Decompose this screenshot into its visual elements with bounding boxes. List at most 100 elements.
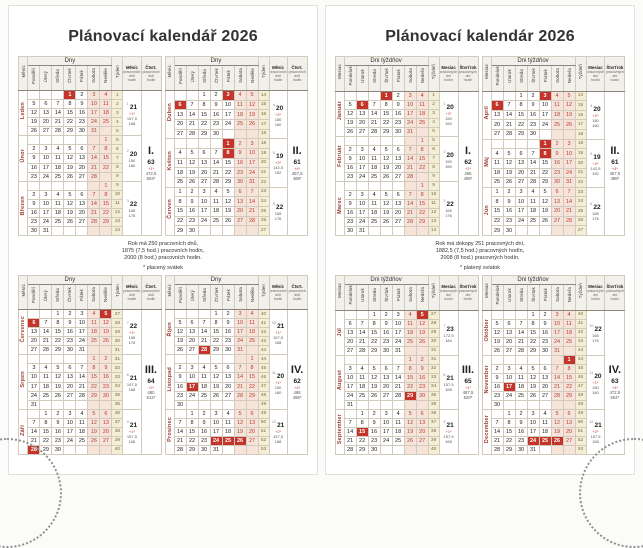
day-cell: 10 (39, 198, 53, 209)
day-cell: 27 (233, 215, 247, 227)
day-cell: 13 (343, 327, 357, 338)
day-cell: 18 (197, 381, 211, 392)
day-cell (562, 399, 576, 410)
working-hours-label: hodín (444, 297, 453, 302)
month-days-row: 921 (440, 419, 457, 429)
day-cell: 24 (355, 216, 369, 227)
day-cell: 22 (51, 336, 65, 347)
week-number-cell: 28 (111, 318, 124, 329)
week-number-cell: 49 (257, 399, 270, 410)
day-cell: 10 (550, 318, 564, 329)
week-column-header: Týden (111, 56, 124, 91)
month-hours-7-5: 157,5 (273, 434, 284, 440)
day-cell: 19 (343, 117, 357, 128)
day-cell: 8 (415, 144, 429, 155)
quarter-label: III. (461, 364, 475, 377)
day-cell (538, 225, 552, 236)
day-cell: 29 (221, 176, 235, 188)
day-cell (51, 180, 65, 191)
day-cell: 12 (538, 196, 552, 208)
day-cell: 23 (233, 167, 247, 178)
day-cell: 13 (233, 196, 247, 207)
week-number-cell: 1 (111, 89, 124, 101)
day-cell: 4 (99, 89, 113, 101)
day-cell: 28 (490, 444, 504, 456)
week-row: 6 7 8 9 10 11 12 15 (165, 99, 307, 111)
day-cell: 10 (538, 100, 552, 111)
day-cell: 13 (415, 417, 429, 428)
week-number-cell: 35 (111, 390, 124, 401)
quarter-summary-header: Čtvrt. pracovních dnů hodin (140, 56, 162, 91)
day-cell: 14 (514, 327, 528, 338)
working-hours-label: hodín (610, 78, 620, 83)
table-header: Měsíc Dny Týden Měsíc pracovních dnů hodin Čtv… (164, 56, 308, 91)
day-cell: 24 (538, 119, 552, 131)
day-cell: 14 (185, 109, 199, 120)
day-cell: 14 (39, 327, 53, 338)
week-column-label: Týden (114, 64, 120, 78)
day-cell: 18 (355, 381, 369, 392)
day-cell: 3 (514, 186, 528, 198)
day-cell: 13 (550, 196, 564, 208)
day-cell: 11 (173, 157, 187, 169)
day-cell: 18 (562, 327, 576, 338)
week-row: 3 4 5 6 7 8 9 32 (19, 363, 161, 374)
day-cell: 30 (63, 345, 77, 356)
day-cell: 22 (99, 207, 113, 218)
quarter-working-days: 63 (611, 378, 619, 386)
day-cell (51, 135, 65, 146)
day-cell: 11 (197, 372, 211, 383)
day-cell: 9 (550, 148, 564, 159)
day-cell: 28 (526, 177, 540, 188)
month-number: 8 (126, 373, 129, 377)
day-cell: 1 (415, 180, 429, 191)
month-name-cell: Březen (18, 180, 29, 237)
day-name-label: Čtvrtek (213, 67, 219, 83)
month-summary-header: Měsíc pracovních dnů hodin (122, 56, 142, 91)
day-cell: 24 (185, 390, 199, 401)
day-cell: 12 (27, 108, 41, 119)
year-summary-line: 2008 (8 hod.) pracovných hodín. (440, 255, 520, 261)
day-cell (379, 399, 393, 410)
day-cell: 21 (343, 435, 357, 446)
week-column-header: Týden (257, 56, 270, 91)
day-name-header: Pondělí (27, 284, 41, 310)
day-name-header: Pátek (75, 284, 89, 310)
day-cell: 11 (233, 99, 247, 111)
day-cell: 25 (221, 435, 235, 446)
day-cell: 17 (233, 327, 247, 338)
quarter-summary-header: Čtvrt. pracovních dnů hodin (286, 56, 308, 91)
working-hours-label: hodín (463, 297, 473, 302)
day-cell: 21 (403, 207, 417, 218)
day-name-header: Nedeľa (562, 284, 576, 311)
day-cell: 10 (391, 318, 405, 329)
day-cell: 10 (27, 372, 41, 383)
week-number-cell: 9 (427, 180, 440, 191)
day-cell: 24 (39, 216, 53, 227)
day-cell: 18 (403, 327, 417, 338)
month-days-row: 1221 (587, 419, 604, 429)
month-summary-cell: 821 157,5 168 (438, 354, 459, 410)
quarter-hours-7-5: 472,5 (145, 171, 157, 176)
day-cell: 13 (99, 417, 113, 428)
week-row: 3 4 5 6 7 8 9 32 (335, 363, 478, 374)
week-number-cell: 18 (574, 129, 587, 140)
quarter-summary-cell: III. 64 +2* 480 512* (140, 309, 162, 455)
day-cell (379, 180, 393, 191)
week-row: 19 20 21 22 23 24 25 4 (335, 117, 478, 128)
month-working-days: 21 (446, 375, 454, 383)
quarter-label: IV. (290, 364, 304, 376)
month-hours-8: 168 (128, 120, 136, 126)
week-number-cell: 46 (574, 372, 587, 383)
month-hours-8: 176 (592, 216, 599, 222)
day-cell (221, 128, 235, 140)
month-hours-8: 168 (592, 439, 599, 445)
day-cell: 13 (562, 417, 576, 428)
week-row: Říjen 1 2 3 4 40 1021 +1* 157,5 168 IV. 62 +4* 465 496… (164, 308, 308, 455)
year-summary-line: Rok má 250 pracovních dnů, (127, 241, 199, 247)
day-cell: 3 (39, 189, 53, 200)
day-cell: 6 (391, 189, 405, 200)
week-number-cell: 50 (574, 417, 587, 428)
day-cell (197, 354, 211, 365)
day-cell (75, 225, 89, 237)
